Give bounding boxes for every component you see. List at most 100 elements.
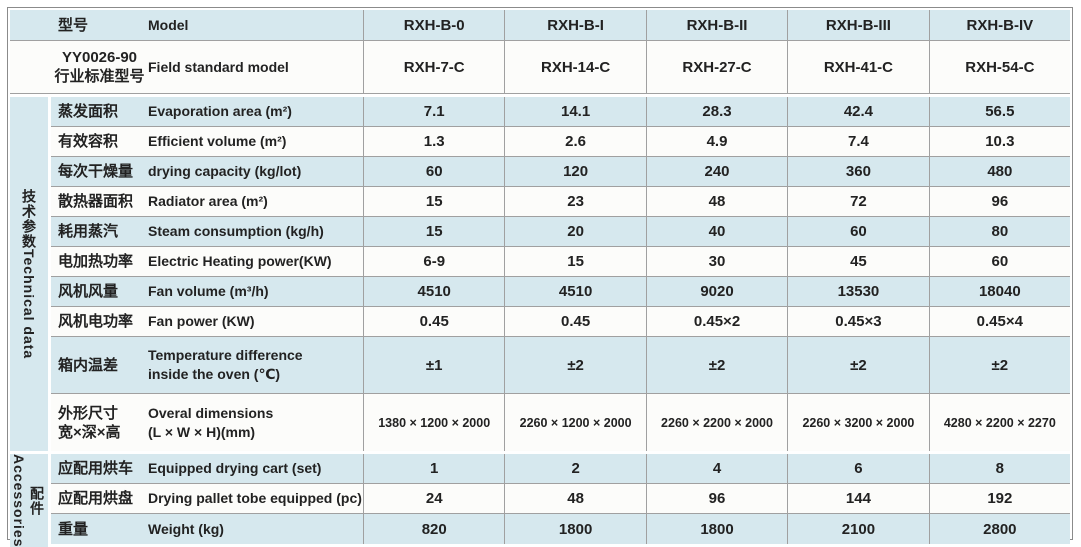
row-label-en: Weight (kg) xyxy=(148,514,363,544)
standard-model-cell: RXH-14-C xyxy=(504,41,645,93)
value-cell: 2260 × 1200 × 2000 xyxy=(504,394,645,451)
value-cell: ±2 xyxy=(928,337,1070,393)
row-label-zh: 散热器面积 xyxy=(51,187,148,216)
row-label-zh-line1: 重量 xyxy=(58,520,89,538)
row-label-zh: 应配用烘盘 xyxy=(51,484,148,513)
value-cell: 6 xyxy=(787,454,928,483)
band-label-en: Technical data xyxy=(21,248,37,360)
row-label-en: Radiator area (m²) xyxy=(148,187,363,216)
row-label-zh-line1: 散热器面积 xyxy=(58,193,134,210)
model-label-en: Model xyxy=(148,10,363,40)
value-cell: 60 xyxy=(363,157,504,186)
value-cell: 240 xyxy=(645,157,787,186)
value-cell: 15 xyxy=(363,187,504,216)
row-label-zh-line1: 应配用烘车 xyxy=(58,460,134,477)
value-cell: 360 xyxy=(787,157,928,186)
table-row: 应配用烘盘 Drying pallet tobe equipped (pc) 2… xyxy=(51,484,1070,514)
value-cell: 0.45×3 xyxy=(787,307,928,336)
row-label-zh: 风机风量 xyxy=(51,277,148,306)
value-cell: 56.5 xyxy=(928,97,1070,126)
value-cell: ±2 xyxy=(504,337,645,393)
row-label-zh: 箱内温差 xyxy=(51,337,148,393)
row-label-en-line1: Fan volume (m³/h) xyxy=(148,283,269,299)
value-cell: 40 xyxy=(645,217,787,246)
standard-label-zh: YY0026-90 行业标准型号 xyxy=(51,41,148,93)
accessories-band-text: Accessories 配件 xyxy=(11,454,47,547)
value-cell: 80 xyxy=(928,217,1070,246)
value-cell: ±2 xyxy=(645,337,787,393)
row-label-en: drying capacity (kg/lot) xyxy=(148,157,363,186)
model-name-cell: RXH-B-I xyxy=(504,10,645,40)
header-spacer xyxy=(10,10,51,40)
row-label-en-line1: Weight (kg) xyxy=(148,520,224,537)
row-label-en: Equipped drying cart (set) xyxy=(148,454,363,483)
row-label-en-line1: Radiator area (m²) xyxy=(148,193,268,209)
value-cell: 2100 xyxy=(787,514,928,544)
value-cell: 2 xyxy=(504,454,645,483)
value-cell: ±2 xyxy=(787,337,928,393)
row-label-zh: 应配用烘车 xyxy=(51,454,148,483)
row-label-en-line1: Equipped drying cart (set) xyxy=(148,460,322,476)
value-cell: 4510 xyxy=(504,277,645,306)
model-name-cell: RXH-B-IV xyxy=(928,10,1070,40)
value-cell: 24 xyxy=(363,484,504,513)
value-cell: 2.6 xyxy=(504,127,645,156)
row-label-en-line2: inside the oven (℃) xyxy=(148,366,281,382)
standard-model-cell: RXH-41-C xyxy=(787,41,928,93)
row-label-zh-line1: 每次干燥量 xyxy=(58,163,134,180)
header-spacer xyxy=(10,41,51,93)
technical-data-band: 技术参数Technical data xyxy=(10,97,51,451)
value-cell: 1 xyxy=(363,454,504,483)
table-row: 箱内温差 Temperature difference inside the o… xyxy=(51,337,1070,394)
row-label-en: Evaporation area (m²) xyxy=(148,97,363,126)
table-row: 有效容积 Efficient volume (m²) 1.3 2.6 4.9 7… xyxy=(51,127,1070,157)
model-label-zh: 型号 xyxy=(51,10,148,40)
standard-label-zh-text: 行业标准型号 xyxy=(54,68,145,85)
row-label-zh-line1: 电加热功率 xyxy=(58,253,134,270)
table-header-section: 型号 Model RXH-B-0 RXH-B-I RXH-B-II RXH-B-… xyxy=(10,10,1070,94)
row-label-en-line1: Temperature difference xyxy=(148,347,303,363)
value-cell: 20 xyxy=(504,217,645,246)
value-cell: 0.45 xyxy=(504,307,645,336)
value-cell: 2800 xyxy=(928,514,1070,544)
table-row: 散热器面积 Radiator area (m²) 15 23 48 72 96 xyxy=(51,187,1070,217)
value-cell: 45 xyxy=(787,247,928,276)
value-cell: 4 xyxy=(645,454,787,483)
value-cell: 4.9 xyxy=(645,127,787,156)
value-cell: 1380 × 1200 × 2000 xyxy=(363,394,504,451)
standard-label-en-text: Field standard model xyxy=(148,58,289,75)
table-row: 电加热功率 Electric Heating power(KW) 6-9 15 … xyxy=(51,247,1070,277)
technical-data-band-text: 技术参数Technical data xyxy=(19,189,39,359)
standard-label-en: Field standard model xyxy=(148,41,363,93)
value-cell: 96 xyxy=(928,187,1070,216)
row-label-en-line1: Efficient volume (m²) xyxy=(148,133,287,149)
accessories-band: Accessories 配件 xyxy=(10,454,51,547)
value-cell: 18040 xyxy=(928,277,1070,306)
table-row: 蒸发面积 Evaporation area (m²) 7.1 14.1 28.3… xyxy=(51,97,1070,127)
band-label-zh: 配件 xyxy=(29,485,45,516)
standard-code-text: YY0026-90 xyxy=(61,49,138,66)
value-cell: 8 xyxy=(928,454,1070,483)
row-label-zh-line1: 蒸发面积 xyxy=(58,103,119,120)
row-label-en: Electric Heating power(KW) xyxy=(148,247,363,276)
value-cell: 0.45 xyxy=(363,307,504,336)
value-cell: 48 xyxy=(504,484,645,513)
table-row: 应配用烘车 Equipped drying cart (set) 1 2 4 6… xyxy=(51,454,1070,484)
value-cell: 14.1 xyxy=(504,97,645,126)
row-label-zh-line1: 箱内温差 xyxy=(58,356,119,374)
standard-model-cell: RXH-54-C xyxy=(928,41,1070,93)
value-cell: 820 xyxy=(363,514,504,544)
table-row: 外形尺寸 宽×深×高 Overal dimensions (L × W × H)… xyxy=(51,394,1070,451)
value-cell: 9020 xyxy=(645,277,787,306)
row-label-zh: 耗用蒸汽 xyxy=(51,217,148,246)
standard-model-row: YY0026-90 行业标准型号 Field standard model RX… xyxy=(10,41,1070,94)
value-cell: 1.3 xyxy=(363,127,504,156)
row-label-en: Efficient volume (m²) xyxy=(148,127,363,156)
value-cell: 7.4 xyxy=(787,127,928,156)
row-label-en: Drying pallet tobe equipped (pc) xyxy=(148,484,363,513)
row-label-zh: 蒸发面积 xyxy=(51,97,148,126)
value-cell: 2260 × 3200 × 2000 xyxy=(787,394,928,451)
row-label-en-line1: drying capacity (kg/lot) xyxy=(148,163,302,179)
row-label-zh-line1: 风机电功率 xyxy=(58,313,134,330)
